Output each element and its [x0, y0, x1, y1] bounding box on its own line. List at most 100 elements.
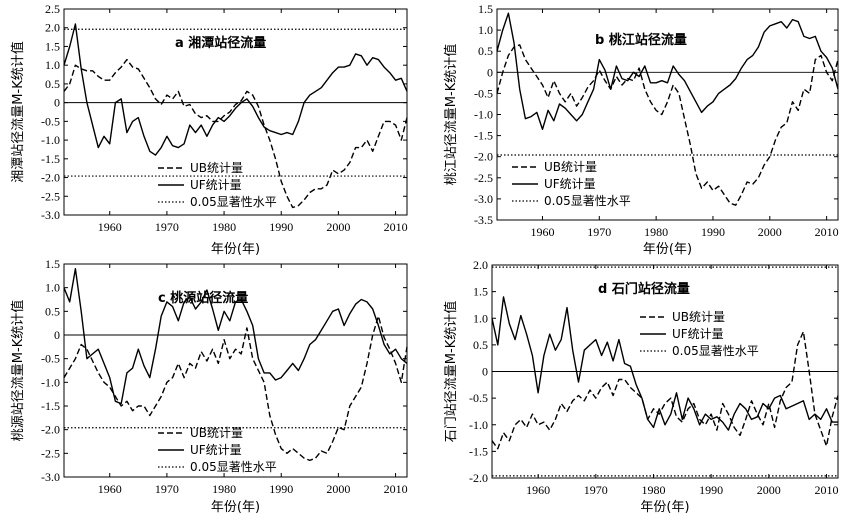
y-tick-label: -0.5 [469, 391, 488, 405]
legend-label: UF统计量 [672, 327, 724, 341]
legend-label: UF统计量 [544, 177, 596, 191]
series-line-uf [63, 23, 408, 156]
x-tick-label: 1960 [98, 220, 122, 234]
panel-title: a 湘潭站径流量 [175, 35, 266, 51]
y-tick-label: -3.0 [474, 192, 493, 206]
y-tick-label: -1.0 [474, 108, 493, 122]
legend: UB统计量 UF统计量 0.05显著性水平 [158, 161, 277, 209]
y-tick-label: 1.5 [45, 39, 60, 53]
x-axis-label: 年份(年) [211, 242, 260, 257]
legend-label: 0.05显著性水平 [672, 344, 759, 358]
y-tick-label: -2.0 [41, 171, 60, 185]
y-tick-label: 2.5 [45, 2, 60, 16]
y-tick-label: 1.0 [473, 311, 488, 325]
legend-label: 0.05显著性水平 [544, 194, 631, 208]
y-tick-label: -2.5 [41, 189, 60, 203]
y-tick-label: 1.5 [45, 257, 60, 271]
chart-panel-2: 1.5 1.0 0.5 0 -0.5 -1.0 -1.5 -2.0 -2.5 -3.0 1960 19… [10, 257, 408, 515]
x-axis-label: 年份(年) [211, 500, 260, 515]
legend: UB统计量 UF统计量 0.05显著性水平 [158, 426, 277, 474]
y-tick-label: -1.5 [474, 129, 493, 143]
x-tick-label: 1980 [641, 483, 665, 497]
x-tick-label: 2010 [384, 482, 408, 496]
chart-panel-3: 2.0 1.5 1.0 0.5 0 -0.5 -1.0 -1.5 -2.0 1960 1970 198… [443, 258, 839, 515]
x-tick-label: 2010 [815, 225, 839, 239]
y-tick-label: -1.5 [41, 152, 60, 166]
x-tick-label: 1970 [584, 483, 608, 497]
x-tick-label: 1980 [212, 482, 236, 496]
y-axis-label: 桃源站径流量M-K统计值 [10, 300, 26, 441]
y-tick-label: -2.5 [474, 171, 493, 185]
y-tick-label: -1.5 [41, 399, 60, 413]
x-tick-label: 2000 [758, 225, 782, 239]
y-tick-label: 1.5 [478, 2, 493, 16]
y-tick-label: 0.5 [478, 44, 493, 58]
series-line-ub [491, 330, 839, 450]
x-tick-label: 1970 [155, 220, 179, 234]
x-tick-label: 1990 [269, 220, 293, 234]
legend-label: 0.05显著性水平 [190, 460, 277, 474]
y-axis-label: 桃江站径流量M-K统计值 [443, 44, 459, 185]
y-tick-label: 0 [54, 96, 60, 110]
y-tick-label: -0.5 [41, 114, 60, 128]
y-tick-label: 1.0 [45, 281, 60, 295]
series-line-uf [63, 268, 408, 405]
x-tick-label: 1960 [530, 225, 554, 239]
series-line-ub [63, 58, 408, 209]
x-axis-label: 年份(年) [643, 242, 692, 257]
x-tick-label: 2000 [326, 482, 350, 496]
y-tick-label: -1.0 [41, 133, 60, 147]
legend-label: UF统计量 [190, 443, 242, 457]
y-tick-label: 1.0 [478, 23, 493, 37]
x-tick-label: 1990 [269, 482, 293, 496]
x-tick-label: 1980 [212, 220, 236, 234]
x-tick-label: 1970 [155, 482, 179, 496]
y-tick-label: 2.0 [45, 21, 60, 35]
y-tick-label: -2.0 [41, 423, 60, 437]
y-tick-label: -3.0 [41, 208, 60, 222]
series-line-uf [496, 12, 839, 130]
legend-label: UF统计量 [190, 178, 242, 192]
y-axis-label: 石门站径流量M-K统计值 [443, 301, 459, 442]
y-tick-label: -2.0 [474, 150, 493, 164]
panel-title: b 桃江站径流量 [595, 32, 687, 48]
y-tick-label: 0.5 [45, 77, 60, 91]
y-tick-label: -0.5 [41, 352, 60, 366]
y-tick-label: -1.5 [469, 444, 488, 458]
x-tick-label: 1990 [701, 225, 725, 239]
plot-frame [63, 8, 408, 216]
y-tick-label: 1.0 [45, 58, 60, 72]
x-tick-label: 1960 [526, 483, 550, 497]
x-tick-label: 1970 [587, 225, 611, 239]
y-tick-label: 0 [482, 365, 488, 379]
series-line-ub [496, 44, 839, 206]
y-tick-label: -0.5 [474, 86, 493, 100]
x-tick-label: 1960 [98, 482, 122, 496]
y-tick-label: 2.0 [473, 258, 488, 272]
panel-title: c 桃源站径流量 [158, 290, 248, 306]
chart-panel-0: 2.5 2.0 1.5 1.0 0.5 0 -0.5 -1.0 -1.5 -2.0 -2.5 -3.0… [10, 2, 408, 257]
x-tick-label: 2010 [814, 483, 838, 497]
plot-frame [63, 263, 408, 478]
x-tick-label: 2000 [757, 483, 781, 497]
legend-label: 0.05显著性水平 [190, 195, 277, 209]
series-line-ub [63, 315, 408, 462]
x-tick-label: 2000 [326, 220, 350, 234]
y-tick-label: 0 [54, 328, 60, 342]
y-tick-label: -1.0 [41, 375, 60, 389]
x-tick-label: 1980 [644, 225, 668, 239]
chart-panel-1: 1.5 1.0 0.5 0 -0.5 -1.0 -1.5 -2.0 -2.5 -3.0 -3.5 19… [443, 2, 839, 257]
y-tick-label: -3.0 [41, 470, 60, 484]
y-tick-label: -2.5 [41, 446, 60, 460]
legend-label: UB统计量 [190, 161, 243, 175]
y-tick-label: 0.5 [45, 304, 60, 318]
x-tick-label: 2010 [384, 220, 408, 234]
legend: UB统计量 UF统计量 0.05显著性水平 [512, 160, 631, 208]
y-tick-label: -3.5 [474, 213, 493, 227]
legend: UB统计量 UF统计量 0.05显著性水平 [640, 310, 759, 358]
legend-label: UB统计量 [544, 160, 597, 174]
series-line-uf [491, 296, 838, 431]
x-tick-label: 1990 [699, 483, 723, 497]
